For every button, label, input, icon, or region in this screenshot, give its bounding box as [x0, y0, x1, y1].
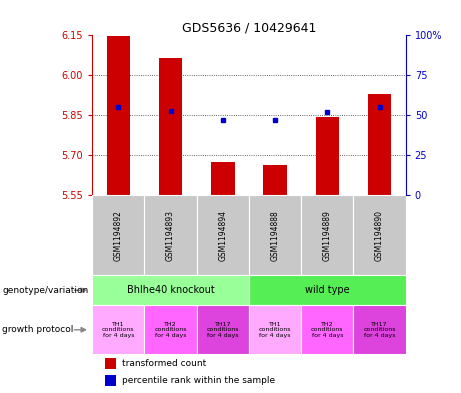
Text: GSM1194888: GSM1194888 — [271, 210, 279, 261]
Text: TH2
conditions
for 4 days: TH2 conditions for 4 days — [311, 321, 343, 338]
Bar — [354, 305, 406, 354]
Bar — [105, 358, 116, 369]
Bar — [301, 195, 354, 275]
Bar — [263, 165, 287, 195]
Bar — [92, 195, 144, 275]
Text: TH1
conditions
for 4 days: TH1 conditions for 4 days — [102, 321, 135, 338]
Text: wild type: wild type — [305, 285, 349, 295]
Bar — [144, 195, 197, 275]
Text: TH1
conditions
for 4 days: TH1 conditions for 4 days — [259, 321, 291, 338]
Text: GSM1194890: GSM1194890 — [375, 210, 384, 261]
Bar — [301, 305, 354, 354]
Bar — [315, 117, 339, 195]
Bar — [249, 195, 301, 275]
Bar — [92, 275, 249, 305]
Text: GSM1194889: GSM1194889 — [323, 210, 332, 261]
Text: GSM1194892: GSM1194892 — [114, 210, 123, 261]
Text: GSM1194893: GSM1194893 — [166, 210, 175, 261]
Bar — [249, 305, 301, 354]
Text: TH17
conditions
for 4 days: TH17 conditions for 4 days — [363, 321, 396, 338]
Text: Bhlhe40 knockout: Bhlhe40 knockout — [127, 285, 214, 295]
Text: TH2
conditions
for 4 days: TH2 conditions for 4 days — [154, 321, 187, 338]
Bar — [197, 195, 249, 275]
Bar — [144, 305, 197, 354]
Bar — [249, 275, 406, 305]
Bar — [105, 375, 116, 386]
Text: TH17
conditions
for 4 days: TH17 conditions for 4 days — [207, 321, 239, 338]
Bar — [368, 94, 391, 195]
Text: transformed count: transformed count — [122, 359, 206, 368]
Bar — [106, 36, 130, 195]
Bar — [354, 195, 406, 275]
Bar — [197, 305, 249, 354]
Text: GSM1194894: GSM1194894 — [219, 210, 227, 261]
Bar — [92, 305, 144, 354]
Title: GDS5636 / 10429641: GDS5636 / 10429641 — [182, 21, 316, 34]
Text: growth protocol: growth protocol — [2, 325, 74, 334]
Bar — [159, 58, 182, 195]
Text: genotype/variation: genotype/variation — [2, 286, 89, 295]
Bar — [211, 162, 235, 195]
Text: percentile rank within the sample: percentile rank within the sample — [122, 376, 275, 385]
